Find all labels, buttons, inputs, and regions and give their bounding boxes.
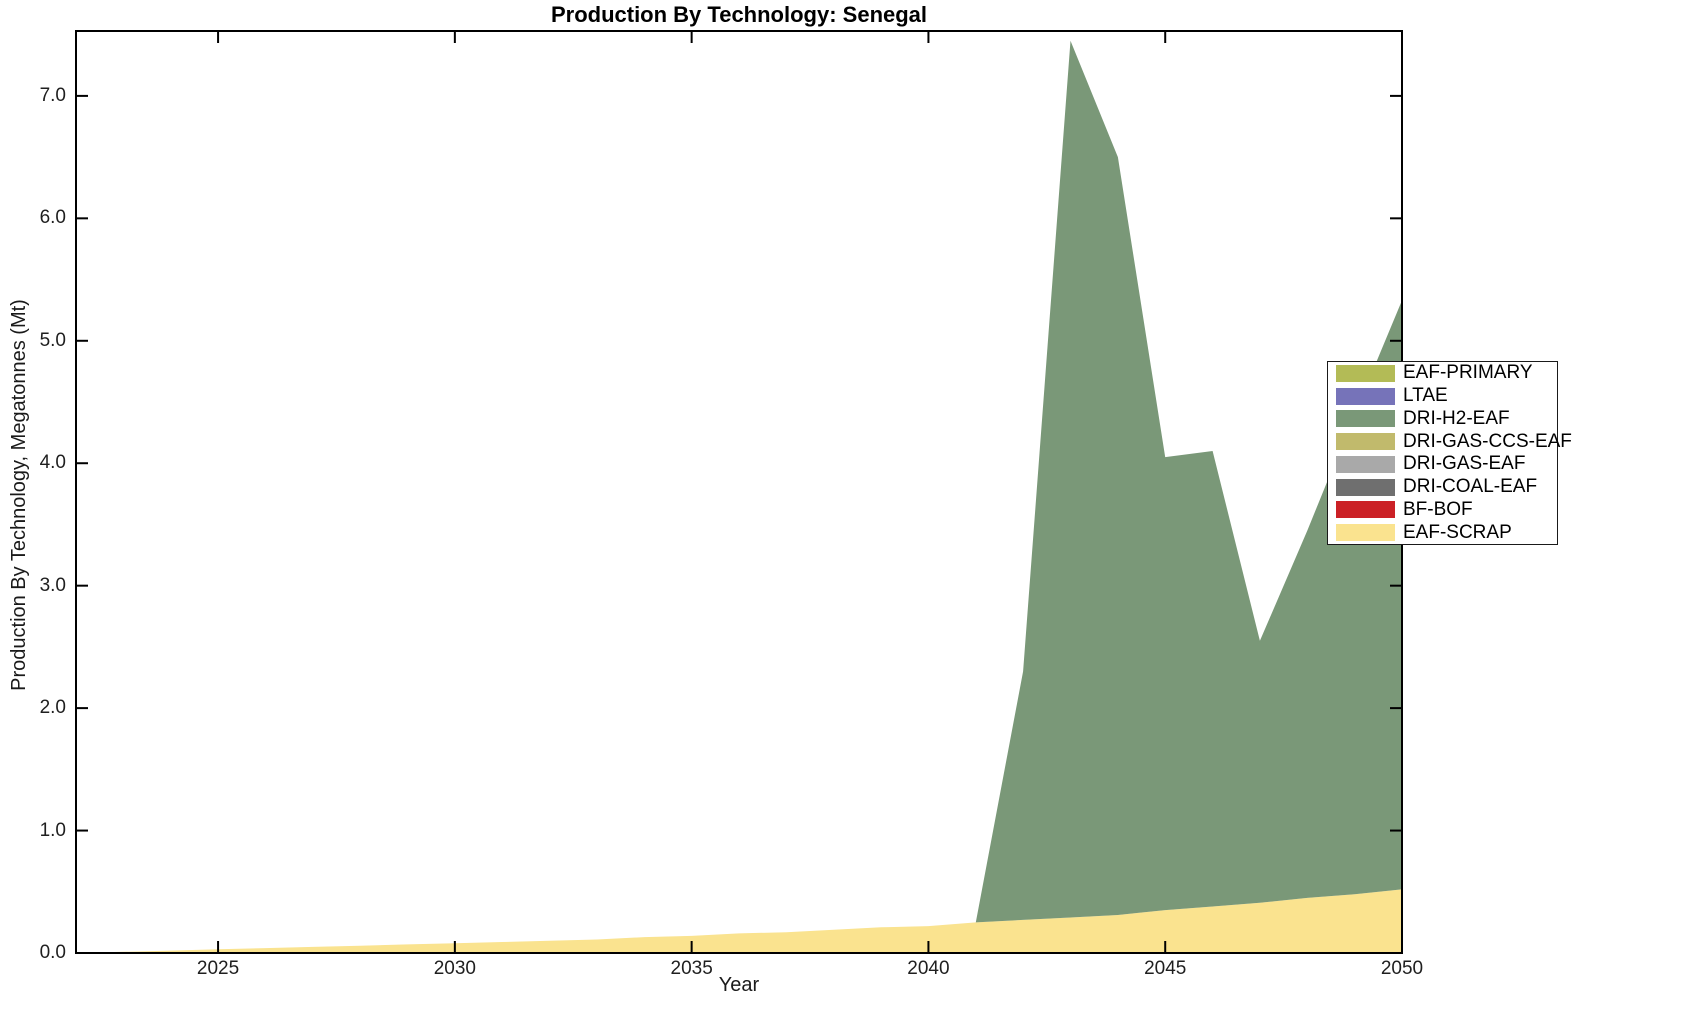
- y-tick-label-3.0: 3.0: [39, 574, 66, 596]
- legend-label-eaf-scrap: EAF-SCRAP: [1403, 521, 1512, 543]
- y-tick-label-2.0: 2.0: [39, 697, 66, 719]
- legend-label-dri-gas-ccs-eaf: DRI-GAS-CCS-EAF: [1403, 430, 1572, 452]
- x-tick-label-2035: 2035: [670, 958, 713, 979]
- y-tick-label-1.0: 1.0: [39, 819, 66, 841]
- legend-swatch-dri-h2-eaf: [1336, 410, 1395, 428]
- y-tick-label-5.0: 5.0: [39, 329, 66, 351]
- legend-entry-dri-coal-eaf: DRI-COAL-EAF: [1328, 476, 1557, 499]
- legend-swatch-bf-bof: [1336, 501, 1395, 519]
- chart-title: Production By Technology: Senegal: [550, 2, 928, 27]
- legend-entry-ltae: LTAE: [1328, 385, 1557, 408]
- x-tick-label-2040: 2040: [907, 958, 950, 979]
- legend-swatch-eaf-scrap: [1336, 524, 1395, 542]
- area-dri-h2-eaf: [76, 40, 1402, 954]
- x-tick-label-2025: 2025: [196, 958, 240, 979]
- legend-label-dri-coal-eaf: DRI-COAL-EAF: [1403, 476, 1538, 498]
- legend-entry-eaf-primary: EAF-PRIMARY: [1328, 362, 1557, 385]
- legend-swatch-ltae: [1336, 387, 1395, 405]
- legend-entry-eaf-scrap: EAF-SCRAP: [1328, 521, 1557, 544]
- legend-swatch-dri-gas-eaf: [1336, 455, 1395, 473]
- y-tick-label-0.0: 0.0: [39, 942, 66, 963]
- legend-label-dri-h2-eaf: DRI-H2-EAF: [1403, 407, 1510, 429]
- y-tick-label-4.0: 4.0: [39, 452, 66, 474]
- legend: EAF-PRIMARY LTAE DRI-H2-EAF DRI-GAS-CCS-EAF…: [1327, 361, 1572, 545]
- x-axis-label: Year: [718, 974, 760, 996]
- legend-label-eaf-primary: EAF-PRIMARY: [1403, 362, 1533, 384]
- x-tick-label-2050: 2050: [1380, 958, 1424, 979]
- legend-entry-dri-gas-eaf: DRI-GAS-EAF: [1328, 453, 1557, 476]
- legend-entry-dri-h2-eaf: DRI-H2-EAF: [1328, 408, 1557, 431]
- x-tick-label-2045: 2045: [1144, 958, 1187, 979]
- y-axis-label: Production By Technology, Megatonnes (Mt…: [8, 299, 30, 691]
- legend-label-bf-bof: BF-BOF: [1403, 498, 1473, 520]
- y-tick-label-6.0: 6.0: [39, 207, 66, 229]
- legend-label-dri-gas-eaf: DRI-GAS-EAF: [1403, 453, 1526, 475]
- legend-entry-dri-gas-ccs-eaf: DRI-GAS-CCS-EAF: [1328, 430, 1572, 453]
- legend-swatch-dri-coal-eaf: [1336, 478, 1395, 496]
- x-tick-label-2030: 2030: [433, 958, 476, 979]
- area-eaf-scrap: [76, 889, 1402, 953]
- y-tick-label-7.0: 7.0: [39, 84, 66, 106]
- legend-swatch-eaf-primary: [1336, 364, 1395, 382]
- legend-swatch-dri-gas-ccs-eaf: [1336, 433, 1395, 451]
- legend-label-ltae: LTAE: [1403, 385, 1448, 407]
- legend-entry-bf-bof: BF-BOF: [1328, 499, 1557, 522]
